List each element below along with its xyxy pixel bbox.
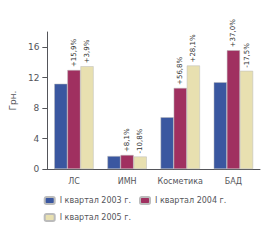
svg-text:+8,1%: +8,1% bbox=[123, 128, 131, 152]
svg-text:+15,9%: +15,9% bbox=[70, 39, 78, 67]
svg-text:0: 0 bbox=[34, 164, 40, 174]
svg-text:I квартал 2003 г.: I квартал 2003 г. bbox=[60, 196, 131, 205]
svg-text:Грн.: Грн. bbox=[8, 91, 18, 111]
svg-text:4: 4 bbox=[34, 134, 40, 144]
svg-text:ЛС: ЛС bbox=[68, 177, 80, 186]
svg-text:-10,8%: -10,8% bbox=[136, 128, 144, 153]
svg-text:-17,5%: -17,5% bbox=[243, 43, 251, 68]
svg-text:I квартал 2004 г.: I квартал 2004 г. bbox=[155, 196, 226, 205]
svg-text:+37,0%: +37,0% bbox=[229, 19, 237, 47]
svg-text:+28,1%: +28,1% bbox=[189, 34, 197, 62]
svg-text:БАД: БАД bbox=[225, 177, 242, 186]
svg-text:16: 16 bbox=[28, 42, 40, 52]
svg-text:12: 12 bbox=[28, 73, 39, 83]
svg-text:Косметика: Косметика bbox=[157, 177, 203, 186]
svg-text:+56,8%: +56,8% bbox=[176, 56, 184, 84]
svg-text:ИМН: ИМН bbox=[118, 177, 137, 186]
svg-text:8: 8 bbox=[34, 103, 40, 113]
svg-text:+3,9%: +3,9% bbox=[83, 39, 91, 63]
svg-text:I квартал 2005 г.: I квартал 2005 г. bbox=[60, 213, 131, 222]
